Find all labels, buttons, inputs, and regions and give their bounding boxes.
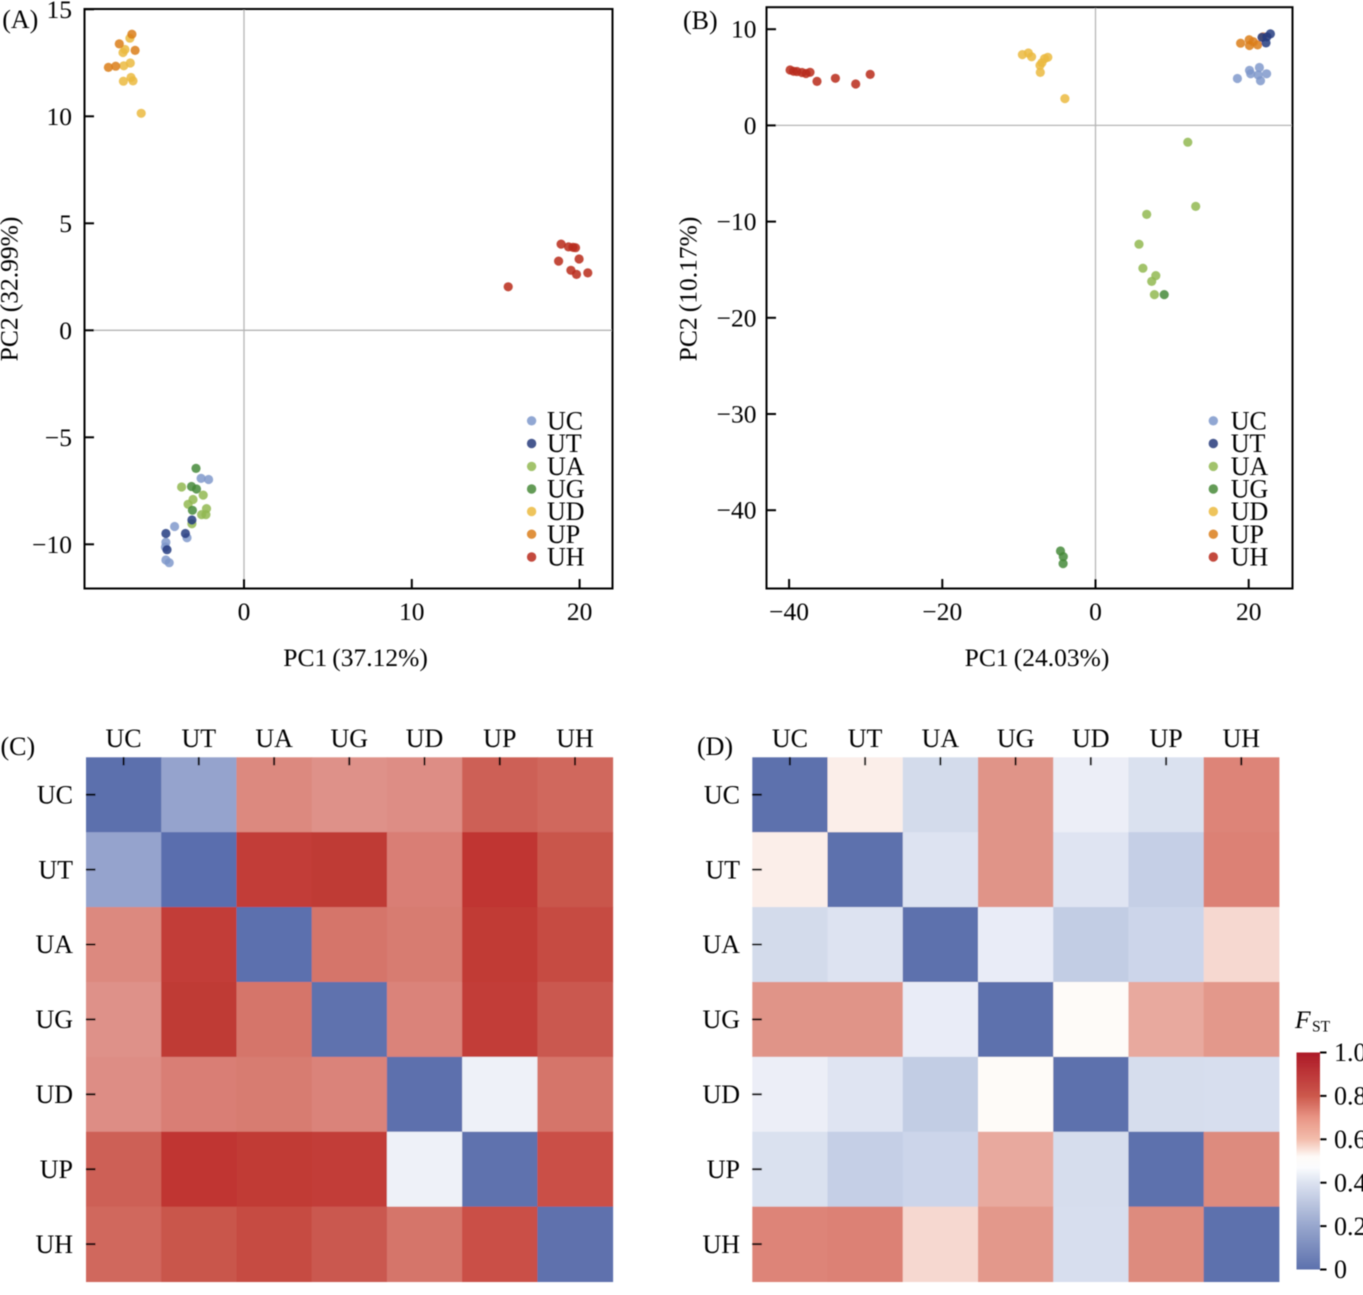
svg-text:0: 0 bbox=[238, 597, 251, 626]
svg-text:UP: UP bbox=[707, 1155, 740, 1184]
svg-text:−10: −10 bbox=[32, 530, 72, 559]
svg-text:(B): (B) bbox=[683, 6, 718, 35]
svg-text:UT: UT bbox=[38, 855, 73, 884]
svg-text:UH: UH bbox=[556, 724, 594, 753]
svg-text:20: 20 bbox=[567, 597, 593, 626]
svg-text:UG: UG bbox=[1231, 475, 1269, 504]
svg-text:UD: UD bbox=[406, 724, 444, 753]
svg-text:UG: UG bbox=[331, 724, 369, 753]
svg-text:UD: UD bbox=[1231, 497, 1269, 526]
svg-text:UH: UH bbox=[702, 1230, 740, 1259]
svg-text:UG: UG bbox=[547, 475, 585, 504]
svg-text:PC1 (24.03%): PC1 (24.03%) bbox=[965, 643, 1110, 672]
svg-text:20: 20 bbox=[1236, 597, 1262, 626]
svg-text:UH: UH bbox=[35, 1230, 73, 1259]
svg-text:UD: UD bbox=[547, 497, 585, 526]
svg-text:UA: UA bbox=[1231, 452, 1269, 481]
svg-text:UA: UA bbox=[702, 930, 740, 959]
svg-text:(D): (D) bbox=[697, 732, 733, 761]
svg-text:UT: UT bbox=[1231, 429, 1266, 458]
svg-text:15: 15 bbox=[47, 0, 73, 24]
svg-text:0.8: 0.8 bbox=[1334, 1082, 1363, 1111]
svg-text:(C): (C) bbox=[1, 732, 36, 761]
svg-text:UA: UA bbox=[922, 724, 960, 753]
svg-text:−20: −20 bbox=[922, 597, 962, 626]
svg-text:UP: UP bbox=[40, 1155, 73, 1184]
svg-text:UC: UC bbox=[772, 724, 808, 753]
svg-text:UD: UD bbox=[35, 1080, 73, 1109]
svg-text:UP: UP bbox=[483, 724, 516, 753]
svg-text:UH: UH bbox=[1223, 724, 1261, 753]
svg-text:PC2 (32.99%): PC2 (32.99%) bbox=[0, 217, 24, 362]
svg-text:UG: UG bbox=[35, 1005, 73, 1034]
svg-text:UG: UG bbox=[702, 1005, 740, 1034]
svg-text:0: 0 bbox=[1089, 597, 1102, 626]
svg-text:0: 0 bbox=[744, 111, 757, 140]
svg-text:−40: −40 bbox=[769, 597, 809, 626]
svg-text:PC2 (10.17%): PC2 (10.17%) bbox=[674, 217, 703, 362]
svg-text:UP: UP bbox=[1149, 724, 1182, 753]
svg-text:UC: UC bbox=[704, 780, 740, 809]
svg-text:−20: −20 bbox=[717, 303, 757, 332]
svg-text:ST: ST bbox=[1312, 1019, 1331, 1036]
svg-text:0.2: 0.2 bbox=[1334, 1212, 1363, 1241]
svg-text:UA: UA bbox=[547, 452, 585, 481]
svg-text:(A): (A) bbox=[2, 5, 38, 34]
svg-text:10: 10 bbox=[731, 15, 757, 44]
svg-text:UP: UP bbox=[1231, 520, 1264, 549]
svg-text:PC1 (37.12%): PC1 (37.12%) bbox=[283, 643, 428, 672]
svg-text:0.6: 0.6 bbox=[1334, 1125, 1363, 1154]
svg-text:10: 10 bbox=[399, 597, 425, 626]
svg-text:1.0: 1.0 bbox=[1334, 1038, 1363, 1067]
svg-text:UH: UH bbox=[547, 543, 585, 572]
svg-text:−5: −5 bbox=[45, 423, 72, 452]
svg-text:0: 0 bbox=[1334, 1255, 1347, 1284]
svg-text:UC: UC bbox=[1231, 407, 1267, 436]
svg-text:0.4: 0.4 bbox=[1334, 1168, 1363, 1197]
svg-text:UH: UH bbox=[1231, 543, 1269, 572]
svg-text:UT: UT bbox=[848, 724, 883, 753]
svg-text:10: 10 bbox=[47, 102, 73, 131]
svg-text:UC: UC bbox=[547, 407, 583, 436]
svg-text:F: F bbox=[1294, 1005, 1311, 1034]
svg-text:−10: −10 bbox=[717, 207, 757, 236]
svg-text:UT: UT bbox=[705, 855, 740, 884]
svg-text:0: 0 bbox=[59, 316, 72, 345]
svg-text:UD: UD bbox=[1072, 724, 1110, 753]
svg-text:5: 5 bbox=[59, 209, 72, 238]
svg-text:UA: UA bbox=[35, 930, 73, 959]
svg-text:UD: UD bbox=[702, 1080, 740, 1109]
svg-text:UP: UP bbox=[547, 520, 580, 549]
svg-text:−30: −30 bbox=[717, 400, 757, 429]
svg-text:−40: −40 bbox=[717, 496, 757, 525]
svg-text:UT: UT bbox=[547, 429, 582, 458]
svg-text:UC: UC bbox=[106, 724, 142, 753]
svg-text:UA: UA bbox=[255, 724, 293, 753]
svg-text:UC: UC bbox=[37, 780, 73, 809]
svg-text:UG: UG bbox=[997, 724, 1035, 753]
svg-text:UT: UT bbox=[181, 724, 216, 753]
